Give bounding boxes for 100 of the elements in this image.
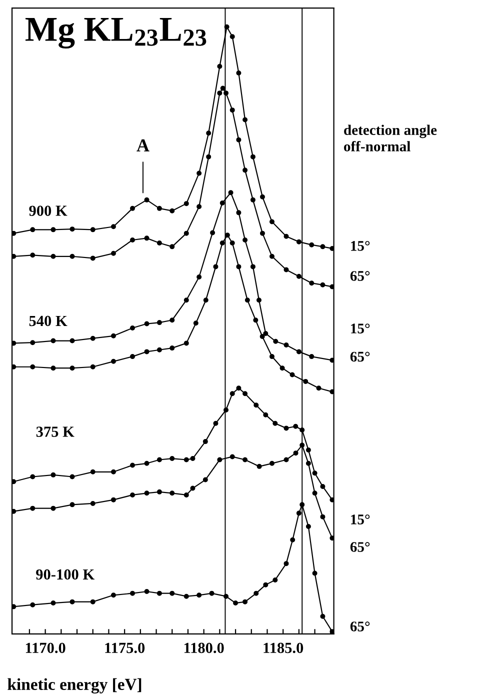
point — [170, 590, 175, 596]
point — [230, 108, 235, 113]
point — [312, 470, 318, 476]
point — [242, 237, 248, 242]
point — [260, 334, 265, 340]
point — [269, 254, 274, 259]
point — [196, 170, 202, 176]
text: 65° — [350, 271, 370, 281]
point — [272, 577, 278, 582]
point — [284, 342, 289, 348]
point — [110, 250, 116, 256]
x-tick-label: 1180.0 — [184, 642, 224, 654]
point — [242, 168, 248, 173]
point — [250, 264, 256, 270]
point — [196, 274, 202, 280]
point — [50, 254, 56, 259]
point — [12, 340, 16, 346]
point — [272, 420, 278, 426]
point — [70, 366, 75, 371]
point — [316, 386, 322, 391]
annotation: 540 K — [29, 316, 68, 326]
point — [50, 227, 56, 232]
point — [320, 614, 326, 619]
point — [50, 338, 56, 344]
point — [263, 330, 268, 336]
point — [144, 588, 150, 594]
point — [284, 457, 289, 462]
point — [144, 321, 150, 326]
point — [30, 602, 36, 608]
point — [312, 490, 318, 496]
point — [284, 234, 289, 239]
point — [130, 237, 135, 242]
point — [230, 240, 235, 246]
point — [269, 460, 274, 466]
annotation: 90-100 K — [36, 569, 94, 580]
point — [90, 599, 96, 604]
point — [30, 506, 36, 511]
point — [206, 154, 212, 160]
point — [170, 456, 175, 462]
point — [217, 64, 222, 69]
point — [144, 236, 150, 241]
point — [217, 457, 222, 462]
point — [203, 298, 208, 303]
point — [244, 298, 250, 303]
point — [156, 320, 162, 326]
point — [130, 492, 135, 498]
point — [210, 230, 216, 236]
point — [110, 497, 116, 502]
point — [156, 206, 162, 211]
point — [110, 333, 116, 338]
point — [263, 582, 268, 588]
point — [330, 536, 334, 541]
point — [269, 354, 274, 360]
point — [144, 349, 150, 354]
point — [233, 600, 238, 606]
text: detection angle off-normal — [344, 124, 437, 152]
point — [296, 239, 302, 244]
annotation: 900 K — [29, 206, 68, 216]
point — [90, 364, 96, 370]
point — [12, 254, 16, 259]
point — [196, 592, 202, 598]
point — [50, 600, 56, 606]
point — [296, 349, 302, 354]
chart-title: Mg KL$_{23}$L$_{23}$ — [25, 18, 206, 48]
text: 15° — [351, 324, 370, 334]
point — [330, 358, 334, 363]
annotation: A — [136, 139, 150, 152]
point — [280, 366, 285, 371]
point — [12, 604, 16, 610]
point — [242, 117, 248, 122]
point — [202, 477, 208, 482]
point — [70, 338, 75, 344]
point — [230, 454, 235, 460]
point — [228, 190, 234, 196]
point — [156, 590, 162, 596]
point — [30, 364, 36, 370]
point — [206, 130, 212, 136]
point — [242, 457, 248, 462]
point — [217, 90, 222, 96]
point — [202, 439, 208, 444]
point — [230, 34, 235, 40]
point — [320, 484, 326, 489]
point — [330, 284, 334, 290]
point — [70, 599, 75, 604]
text: 65° — [350, 542, 370, 552]
point — [70, 254, 75, 259]
point — [12, 479, 16, 484]
point — [193, 320, 198, 326]
point — [90, 256, 96, 261]
point — [309, 242, 314, 248]
point — [330, 389, 334, 394]
text: 15° — [351, 514, 370, 524]
point — [273, 338, 278, 344]
point — [70, 502, 75, 508]
point — [156, 489, 162, 494]
point — [50, 366, 56, 371]
point — [184, 201, 189, 206]
point — [156, 457, 162, 462]
point — [30, 340, 36, 346]
point — [306, 524, 311, 530]
